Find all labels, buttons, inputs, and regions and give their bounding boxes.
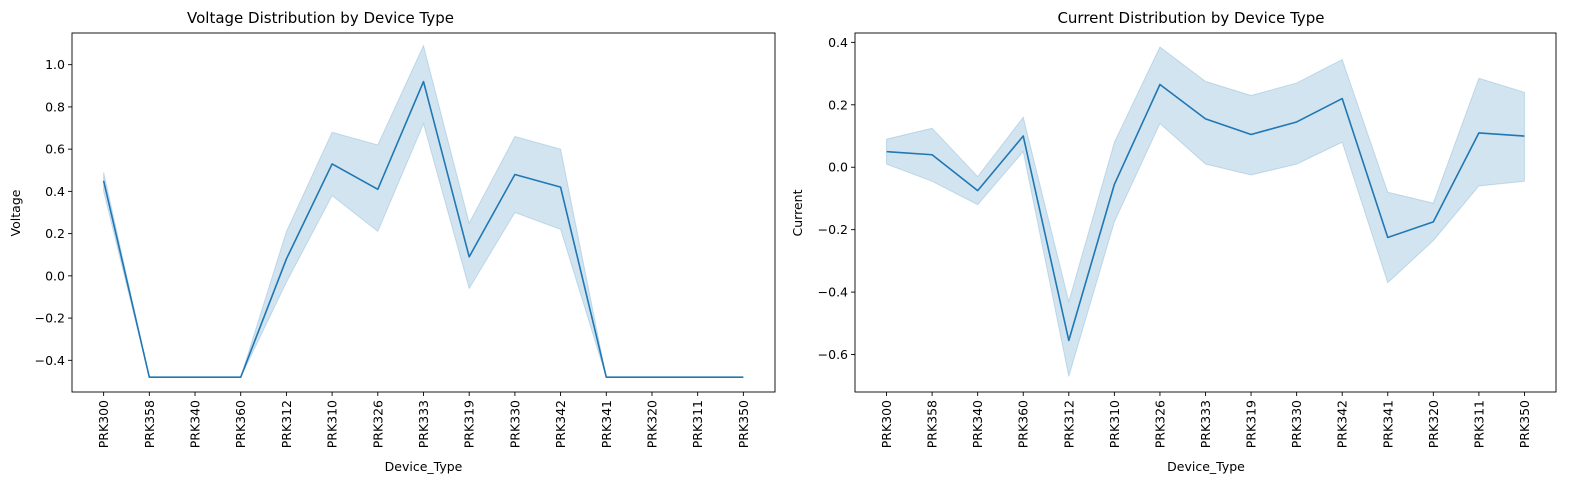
x-tick-label: PRK310 [1107,400,1122,448]
x-tick-label: PRK333 [1198,400,1213,448]
y-tick-label: −0.4 [818,285,848,300]
x-tick-label: PRK311 [1471,400,1486,448]
y-tick-label: 0.4 [828,35,848,50]
x-tick-label: PRK350 [1517,400,1532,448]
x-tick-label: PRK341 [599,400,614,448]
y-axis-label: Voltage [8,189,23,236]
x-tick-label: PRK342 [553,400,568,448]
x-tick-label: PRK320 [644,400,659,448]
x-tick-label: PRK358 [142,400,157,448]
x-tick-label: PRK310 [325,400,340,448]
x-tick-label: PRK326 [1152,400,1167,448]
x-tick-label: PRK340 [188,400,203,448]
x-tick-label: PRK326 [370,400,385,448]
x-tick-label: PRK319 [1244,400,1259,448]
x-tick-label: PRK340 [970,400,985,448]
x-axis-label: Device_Type [1167,459,1245,474]
y-tick-label: 0.0 [828,160,848,175]
x-tick-label: PRK312 [1061,400,1076,448]
x-tick-label: PRK312 [279,400,294,448]
series-line [886,83,1525,342]
x-tick-label: PRK300 [879,400,894,448]
confidence-band [103,44,744,378]
y-tick-label: −0.2 [818,222,848,237]
chart-title: Current Distribution by Device Type [1057,9,1324,27]
voltage-chart: Voltage Distribution by Device Type Volt… [8,9,776,474]
x-tick-label: PRK333 [416,400,431,448]
x-tick-label: PRK341 [1380,400,1395,448]
x-tick-label: PRK330 [1289,400,1304,448]
y-tick-label: 0.4 [45,184,65,199]
y-tick-label: −0.2 [35,311,65,326]
x-tick-label: PRK342 [1335,400,1350,448]
series-line [102,80,744,379]
x-tick-label: PRK311 [690,400,705,448]
y-axis-label: Current [790,189,805,236]
x-tick-label: PRK319 [462,400,477,448]
x-axis-label: Device_Type [385,459,463,474]
plot-area: −0.4 −0.2 0.0 0.2 0.4 0.6 0.8 1.0 PRK300 PRK358 PR… [35,32,776,448]
y-tick-label: 0.6 [45,142,65,157]
y-tick-label: 0.0 [45,268,65,283]
y-tick-label: 0.2 [828,97,848,112]
x-tick-label: PRK360 [233,400,248,448]
y-tick-label: 0.2 [45,226,65,241]
chart-title: Voltage Distribution by Device Type [187,9,454,27]
y-tick-label: 0.8 [45,99,65,114]
x-tick-label: PRK300 [96,400,111,448]
x-tick-label: PRK358 [925,400,940,448]
current-chart: Current Distribution by Device Type Curr… [790,9,1557,474]
confidence-band [886,46,1525,377]
plot-area: −0.6 −0.4 −0.2 0.0 0.2 0.4 PRK300 PRK358 PRK340 P… [818,32,1557,448]
x-tick-label: PRK360 [1016,400,1031,448]
x-tick-label: PRK330 [507,400,522,448]
y-tick-label: −0.6 [818,347,848,362]
x-tick-label: PRK350 [736,400,751,448]
y-tick-label: 1.0 [45,57,65,72]
y-tick-label: −0.4 [35,353,65,368]
x-tick-label: PRK320 [1426,400,1441,448]
